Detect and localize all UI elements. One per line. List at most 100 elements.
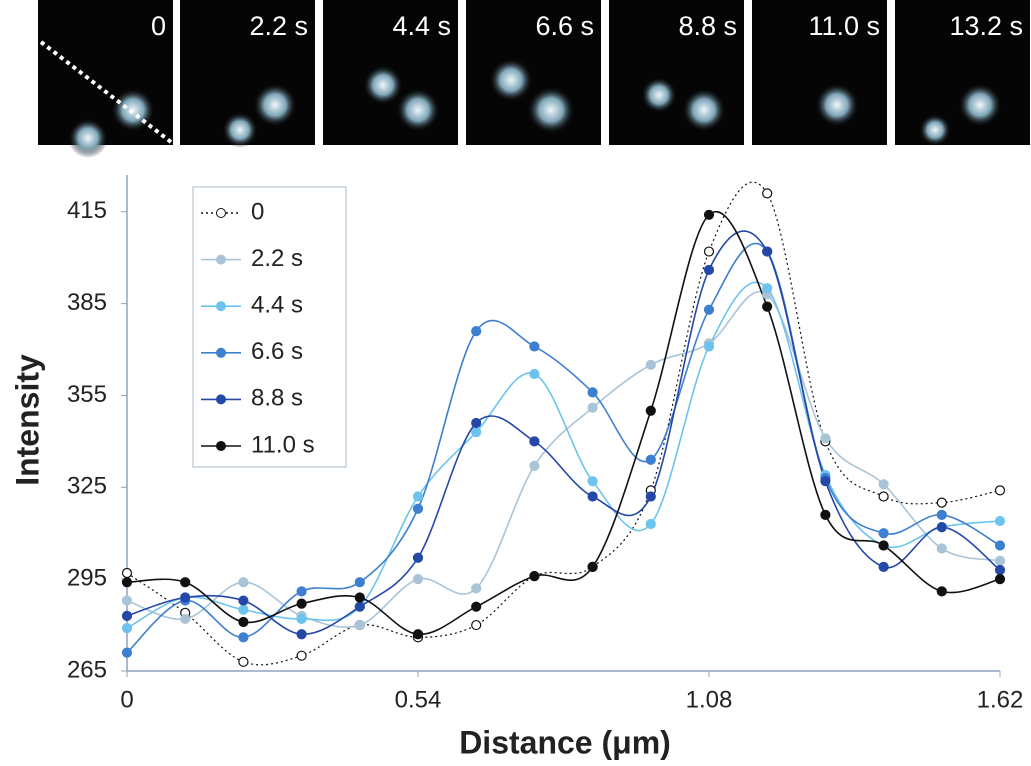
image-spot [682, 88, 726, 132]
data-point [529, 368, 540, 380]
data-point [238, 656, 249, 667]
image-spot [815, 83, 859, 127]
data-point [354, 577, 365, 588]
frame-label: 13.2 s [949, 11, 1023, 41]
data-point [994, 555, 1006, 566]
image-strip: 0 2.2 s 4.4 s 6.6 s 8.8 s 11.0 s 13.2 s [38, 0, 1030, 158]
data-point [762, 246, 773, 257]
series-line [126, 242, 1001, 654]
image-spot [253, 83, 297, 127]
frame-label: 4.4 s [392, 11, 451, 41]
data-point [471, 619, 482, 631]
data-point [703, 341, 715, 352]
data-point [121, 595, 133, 606]
data-point [121, 567, 133, 579]
data-point [412, 491, 424, 502]
image-spot [222, 112, 258, 148]
data-point [878, 491, 889, 502]
data-point [703, 304, 715, 315]
data-point [994, 564, 1006, 576]
data-point [180, 577, 191, 588]
data-point [121, 610, 133, 621]
legend-box [192, 186, 347, 468]
data-point [471, 417, 482, 429]
data-point [645, 405, 656, 416]
data-point [645, 454, 656, 465]
data-point [471, 326, 482, 337]
data-point [703, 264, 715, 276]
data-point [412, 629, 424, 640]
data-point [354, 619, 365, 631]
y-tick-label: 415 [67, 197, 107, 224]
data-point [238, 616, 249, 628]
legend-label: 8.8 s [251, 385, 303, 412]
legend-label: 6.6 s [251, 338, 303, 365]
data-point [412, 552, 424, 563]
data-point [238, 604, 249, 615]
data-point [180, 613, 191, 625]
series-line [126, 181, 1001, 666]
data-point [936, 543, 947, 554]
x-axis-title: Distance (μm) [459, 724, 671, 760]
data-point [180, 592, 191, 603]
image-frame [895, 0, 1030, 145]
image-spot [363, 65, 403, 105]
image-spot [68, 118, 108, 158]
data-point [471, 601, 482, 612]
image-frame [752, 0, 887, 145]
data-point [238, 577, 249, 588]
data-point [296, 598, 307, 609]
legend-marker [216, 347, 226, 358]
frame-label: 8.8 s [678, 11, 737, 41]
frame-label: 2.2 s [249, 11, 308, 41]
scan-line [39, 40, 173, 144]
data-point [587, 387, 598, 398]
data-point [994, 574, 1006, 585]
data-point [471, 427, 482, 438]
data-point [296, 613, 307, 625]
data-point [645, 518, 656, 530]
data-point [936, 509, 947, 520]
data-point [296, 629, 307, 640]
y-tick-label: 295 [67, 564, 107, 591]
data-point [529, 460, 540, 471]
y-tick-label: 265 [67, 656, 107, 683]
data-point [645, 491, 656, 502]
data-point [820, 476, 831, 487]
data-point [762, 188, 773, 199]
image-spot [641, 77, 677, 113]
data-point [471, 583, 482, 594]
data-point [529, 341, 540, 352]
frame-label: 0 [151, 11, 166, 41]
legend-label: 2.2 s [251, 245, 303, 272]
data-point [238, 595, 249, 606]
x-tick-label: 1.62 [977, 686, 1024, 713]
image-spot [919, 114, 951, 146]
image-spot [527, 86, 575, 134]
data-point [529, 436, 540, 447]
image-spot [111, 88, 155, 132]
image-spot [958, 83, 1002, 127]
data-point [878, 479, 889, 490]
data-point [412, 574, 424, 585]
legend-label: 11.0 s [251, 431, 315, 458]
image-spot [396, 88, 440, 132]
legend-label: 4.4 s [251, 292, 303, 319]
data-point [762, 301, 773, 312]
image-spot [489, 58, 533, 102]
data-point [121, 647, 133, 658]
x-tick-label: 1.08 [686, 686, 733, 713]
data-point [296, 586, 307, 597]
frame-label: 11.0 s [808, 11, 880, 41]
data-point [820, 509, 831, 520]
x-tick-label: 0.54 [395, 686, 442, 713]
data-point [703, 209, 715, 220]
data-point [354, 601, 365, 612]
data-point [936, 586, 947, 597]
data-point [587, 476, 598, 487]
data-point [936, 497, 947, 508]
y-axis-title: Intensity [9, 354, 45, 486]
data-point [878, 540, 889, 551]
data-point [238, 632, 249, 643]
